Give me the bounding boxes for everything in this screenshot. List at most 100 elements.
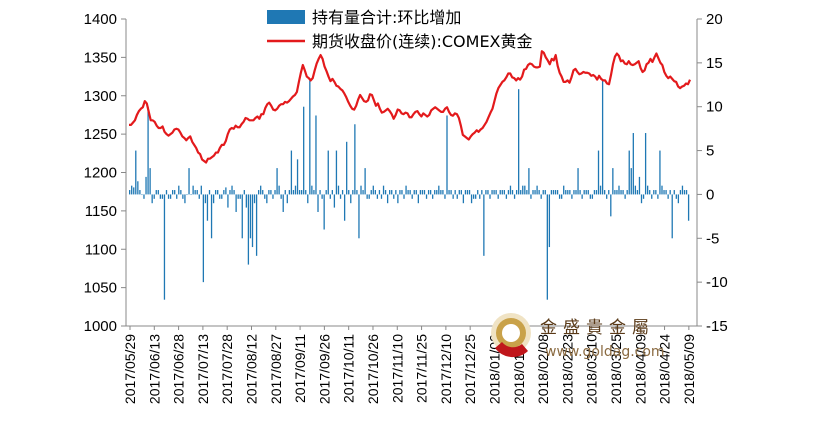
bar [188, 168, 190, 195]
bar [509, 185, 512, 195]
bar [567, 190, 569, 195]
x-tick-label: 2017/08/12 [243, 334, 259, 404]
bar [493, 190, 495, 195]
bar [169, 194, 172, 199]
x-tick-label: 2017/09/11 [292, 334, 308, 403]
bar [454, 190, 456, 195]
x-tick-label: 2018/03/10 [584, 334, 600, 404]
right-tick-label: 5 [706, 143, 714, 160]
bar [579, 190, 581, 195]
bar [466, 190, 469, 195]
x-tick-label: 2017/09/26 [316, 334, 332, 404]
bar [436, 190, 438, 195]
bar [212, 194, 215, 204]
x-tick-label: 2017/07/28 [219, 334, 235, 404]
bar [583, 190, 585, 195]
bar [458, 190, 460, 195]
bar [530, 194, 532, 199]
bar [145, 176, 147, 195]
bar [298, 190, 301, 195]
bar [460, 190, 462, 195]
bar [239, 194, 241, 199]
bar [384, 190, 387, 195]
bar [532, 190, 534, 195]
x-tick-label: 2018/04/09 [632, 334, 648, 404]
bar [642, 194, 645, 199]
bar [427, 190, 430, 195]
bar [403, 194, 405, 199]
bar [632, 133, 634, 195]
bar [393, 194, 395, 199]
bar [354, 124, 356, 195]
bar [450, 190, 452, 195]
bar [200, 185, 202, 195]
bar [282, 194, 284, 212]
bar [395, 190, 397, 195]
left-tick-label: 1300 [84, 88, 117, 105]
bar [464, 190, 467, 195]
bar [165, 190, 168, 195]
bar [524, 185, 526, 195]
x-axis-ticks: 2017/05/29 2017/06/13 2017/06/28 2017/07/13… [122, 326, 697, 404]
bar [339, 194, 342, 199]
bar [497, 194, 499, 199]
bar [307, 194, 309, 204]
bar [409, 190, 411, 195]
bar [440, 190, 442, 195]
right-tick-label: 15 [706, 55, 723, 72]
bar [661, 185, 663, 195]
bar [288, 190, 290, 195]
bar [317, 194, 319, 212]
bar [413, 190, 415, 195]
bar [429, 190, 432, 195]
bar [540, 194, 542, 199]
bar [380, 194, 383, 199]
bar [665, 190, 667, 195]
bar [599, 185, 602, 195]
bar [472, 194, 475, 199]
bar [561, 194, 563, 199]
bar [296, 159, 299, 195]
bar [610, 194, 612, 217]
bar [362, 190, 364, 195]
bar [606, 194, 608, 199]
bar [499, 190, 501, 195]
bar [601, 80, 604, 195]
x-tick-label: 2017/07/13 [195, 334, 211, 404]
bar [528, 168, 530, 195]
bar [407, 190, 409, 195]
bar [513, 194, 516, 199]
bar [131, 185, 133, 195]
legend-line-label: 期货收盘价(连续):COMEX黄金 [312, 32, 533, 51]
bar [225, 187, 227, 195]
axes [125, 19, 698, 327]
bar [647, 185, 649, 195]
bar [571, 194, 573, 199]
bar [556, 190, 559, 195]
bar [452, 194, 454, 199]
bar [204, 194, 207, 204]
x-tick-label: 2017/08/27 [268, 334, 284, 404]
bar [581, 194, 583, 199]
bar [423, 190, 426, 195]
bar [325, 190, 327, 195]
bar [194, 190, 196, 195]
bar [495, 190, 497, 195]
bar [305, 190, 307, 195]
bar [491, 190, 493, 195]
price-line [129, 50, 692, 164]
bar [251, 194, 254, 248]
left-tick-label: 1150 [85, 203, 117, 220]
bar [573, 190, 575, 195]
x-tick-label: 2018/03/25 [608, 334, 624, 404]
legend: 持有量合计:环比增加 期货收盘价(连续):COMEX黄金 [267, 8, 533, 51]
bar [663, 190, 665, 195]
bar [227, 194, 229, 208]
legend-bar-swatch [267, 10, 305, 24]
x-tick-label: 2017/06/28 [171, 334, 187, 404]
bar [319, 190, 321, 195]
bar [673, 190, 675, 195]
bar [565, 190, 567, 195]
bar [202, 194, 205, 283]
bar [653, 190, 655, 195]
